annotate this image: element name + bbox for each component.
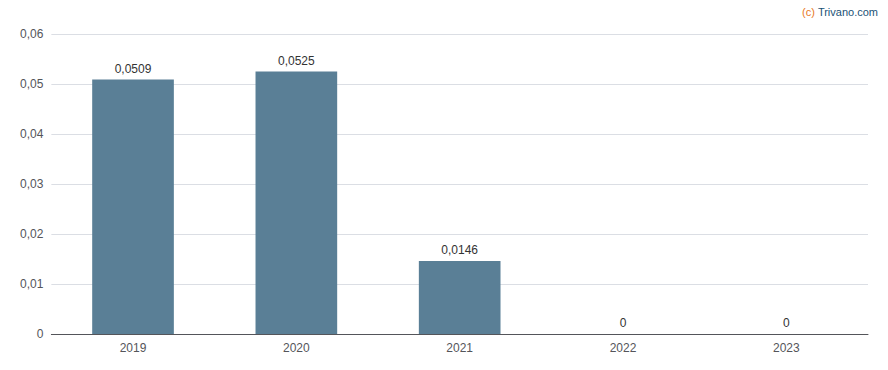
- svg-text:0: 0: [37, 327, 44, 341]
- svg-text:2020: 2020: [283, 341, 310, 355]
- svg-text:0,0509: 0,0509: [115, 62, 152, 76]
- svg-text:2022: 2022: [610, 341, 637, 355]
- svg-text:2023: 2023: [773, 341, 800, 355]
- svg-text:0,04: 0,04: [20, 127, 44, 141]
- svg-text:Trivano.com: Trivano.com: [818, 6, 878, 18]
- svg-text:(c): (c): [802, 6, 815, 18]
- svg-text:2019: 2019: [120, 341, 147, 355]
- svg-text:0: 0: [620, 316, 627, 330]
- svg-text:0,05: 0,05: [20, 77, 44, 91]
- svg-text:0,02: 0,02: [20, 227, 44, 241]
- svg-text:0,0146: 0,0146: [441, 243, 478, 257]
- svg-text:0: 0: [783, 316, 790, 330]
- svg-text:0,01: 0,01: [20, 277, 44, 291]
- svg-text:0,0525: 0,0525: [278, 54, 315, 68]
- svg-text:2021: 2021: [446, 341, 473, 355]
- svg-text:0,03: 0,03: [20, 177, 44, 191]
- svg-text:0,06: 0,06: [20, 27, 44, 41]
